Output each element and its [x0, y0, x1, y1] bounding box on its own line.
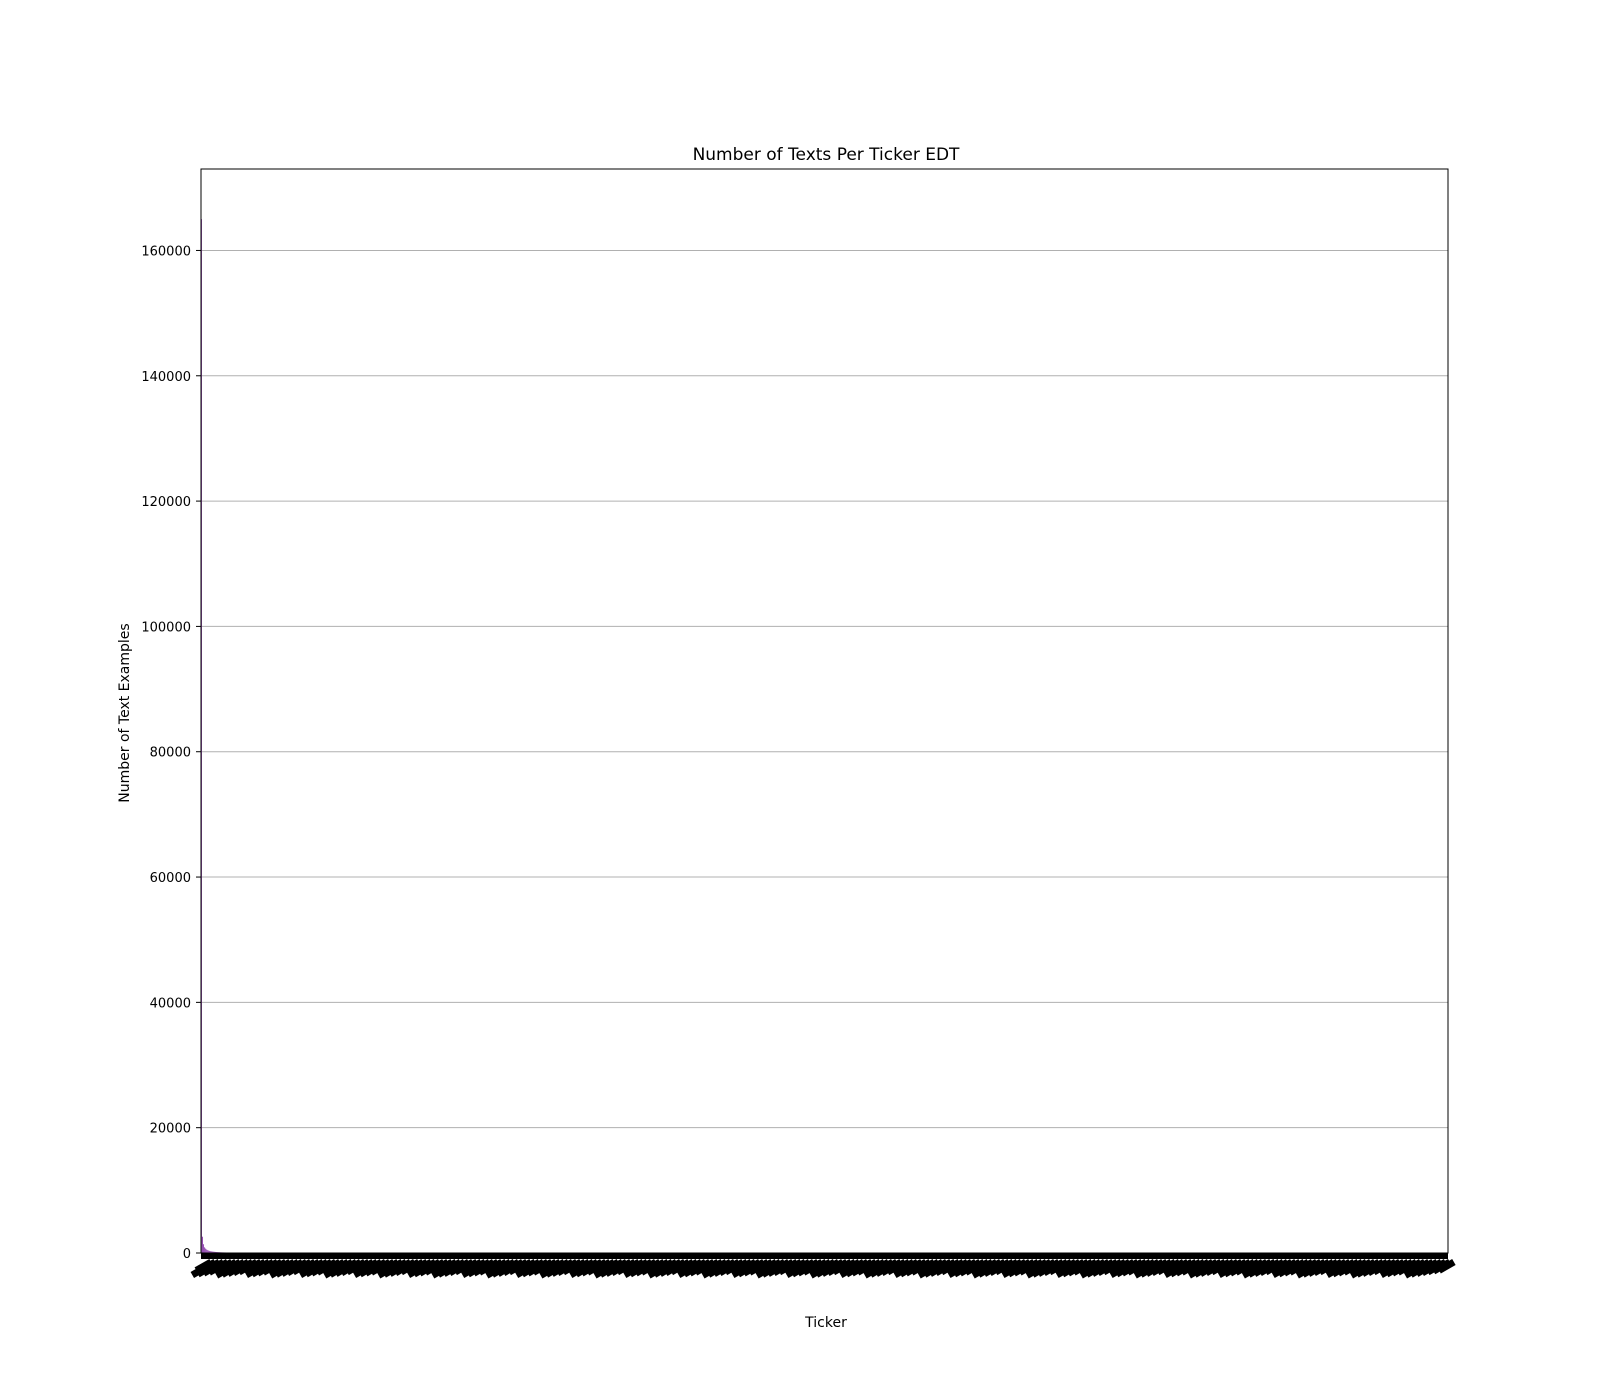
y-tick-label: 0	[183, 1247, 191, 1262]
bar	[207, 1250, 209, 1253]
x-axis-tick-labels	[190, 1253, 1456, 1279]
y-axis-label: Number of Text Examples	[117, 623, 133, 802]
bar	[204, 1247, 206, 1253]
x-tick-label	[1437, 1258, 1456, 1274]
y-tick-label: 60000	[150, 871, 191, 886]
bar	[212, 1251, 214, 1253]
chart-title: Number of Texts Per Ticker EDT	[693, 145, 960, 165]
y-tick-label: 140000	[141, 370, 191, 385]
y-tick-label: 80000	[150, 746, 191, 761]
y-tick-label: 160000	[141, 244, 191, 259]
bar	[203, 1244, 205, 1253]
bar	[214, 1251, 216, 1253]
y-tick-label: 100000	[141, 620, 191, 635]
y-tick-label: 40000	[150, 996, 191, 1011]
y-tick-label: 20000	[150, 1122, 191, 1137]
bar	[205, 1248, 207, 1253]
bar	[213, 1251, 215, 1253]
bar	[202, 1236, 203, 1253]
bar	[209, 1250, 211, 1253]
x-axis-label: Ticker	[804, 1315, 847, 1331]
bar	[208, 1250, 210, 1253]
grid-lines	[201, 249, 1448, 1129]
bar	[210, 1251, 212, 1253]
x-tick-marks-band	[201, 1253, 1448, 1259]
y-tick-label: 120000	[141, 495, 191, 510]
y-axis-ticks: 0 20000 40000 60000 80000 100000 120000 140000 1…	[141, 244, 201, 1262]
plot-frame	[200, 168, 1449, 1254]
bar	[206, 1249, 208, 1253]
bar	[211, 1251, 213, 1253]
